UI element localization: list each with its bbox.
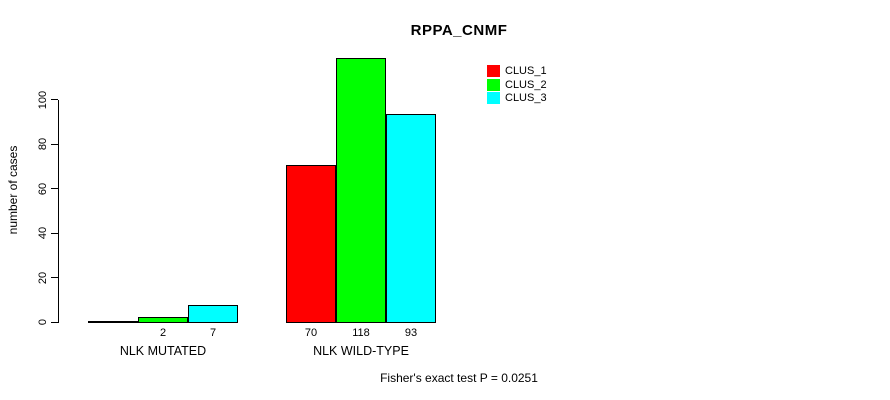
legend-item-clus_2: CLUS_2 bbox=[487, 78, 547, 92]
y-tick-label: 40 bbox=[37, 226, 49, 240]
bar-clus_2-nlk-wild-type bbox=[336, 58, 386, 323]
y-tick-mark bbox=[51, 277, 58, 278]
y-axis-label: number of cases bbox=[6, 145, 20, 235]
legend-label: CLUS_1 bbox=[505, 64, 547, 77]
bar-value-label: 70 bbox=[304, 327, 318, 339]
y-axis-line bbox=[58, 100, 59, 323]
y-tick-label: 0 bbox=[37, 318, 49, 326]
bar-value-label: 2 bbox=[159, 327, 167, 339]
y-tick-mark bbox=[51, 232, 58, 234]
bar-value-label: 7 bbox=[209, 327, 217, 339]
bar-clus_1-nlk-wild-type bbox=[286, 165, 336, 323]
bar-clus_3-nlk-mutated bbox=[188, 305, 238, 323]
y-tick-mark bbox=[51, 99, 58, 100]
legend-swatch-icon bbox=[487, 78, 500, 91]
bar-clus_2-nlk-mutated bbox=[138, 317, 188, 323]
bar-value-label: 93 bbox=[404, 327, 418, 339]
legend-item-clus_1: CLUS_1 bbox=[487, 64, 547, 78]
chart-title: RPPA_CNMF bbox=[410, 22, 508, 39]
legend-swatch-icon bbox=[487, 92, 500, 105]
category-label: NLK WILD-TYPE bbox=[313, 344, 409, 358]
legend: CLUS_1 CLUS_2 CLUS_3 bbox=[487, 64, 547, 105]
y-tick-label: 80 bbox=[37, 137, 49, 151]
category-label: NLK MUTATED bbox=[119, 344, 207, 358]
bar-clus_1-nlk-mutated bbox=[88, 321, 138, 323]
legend-label: CLUS_2 bbox=[505, 78, 547, 91]
legend-label: CLUS_3 bbox=[505, 92, 547, 105]
y-tick-mark bbox=[51, 321, 58, 323]
legend-item-clus_3: CLUS_3 bbox=[487, 91, 547, 105]
y-tick-mark bbox=[51, 143, 58, 145]
legend-swatch-icon bbox=[487, 64, 500, 77]
y-tick-mark bbox=[51, 188, 58, 189]
annotation-fisher-test: Fisher's exact test P = 0.0251 bbox=[380, 371, 538, 385]
y-tick-label: 60 bbox=[37, 182, 49, 195]
bar-clus_3-nlk-wild-type bbox=[386, 114, 436, 323]
y-tick-label: 20 bbox=[37, 271, 49, 284]
bar-value-label: 118 bbox=[352, 327, 370, 339]
y-tick-label: 100 bbox=[37, 90, 49, 109]
